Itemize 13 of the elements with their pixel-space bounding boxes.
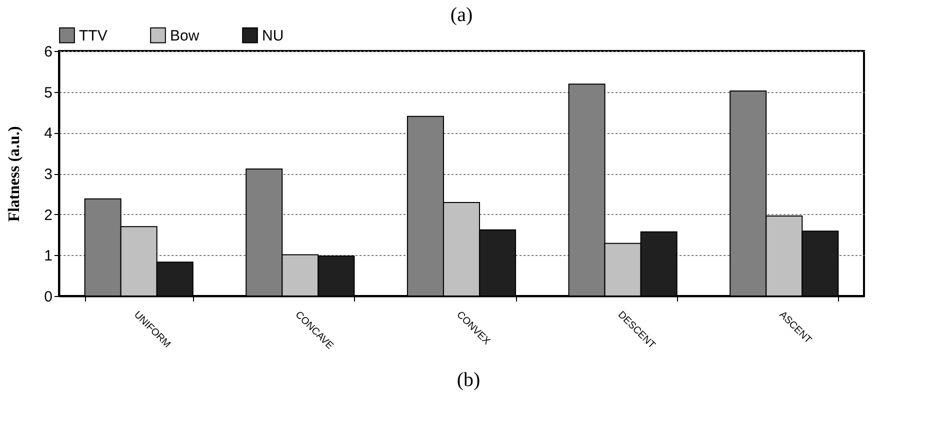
chart-title: (a) — [450, 4, 473, 26]
y-axis-title: Flatness (a.u.) — [6, 126, 24, 222]
legend-label: Bow — [170, 27, 200, 44]
y-tick-label: 4 — [44, 125, 52, 142]
y-tick-label: 6 — [44, 44, 52, 60]
text: (b) — [456, 369, 482, 392]
y-tick-label: 5 — [44, 84, 52, 102]
y-tick-label: 0 — [44, 288, 52, 306]
legend-label: NU — [262, 27, 284, 44]
y-tick-label: 2 — [44, 206, 52, 224]
y-tick-label: 1 — [44, 248, 52, 265]
legend-label: TTV — [79, 27, 108, 44]
y-tick-label: 3 — [44, 166, 52, 183]
